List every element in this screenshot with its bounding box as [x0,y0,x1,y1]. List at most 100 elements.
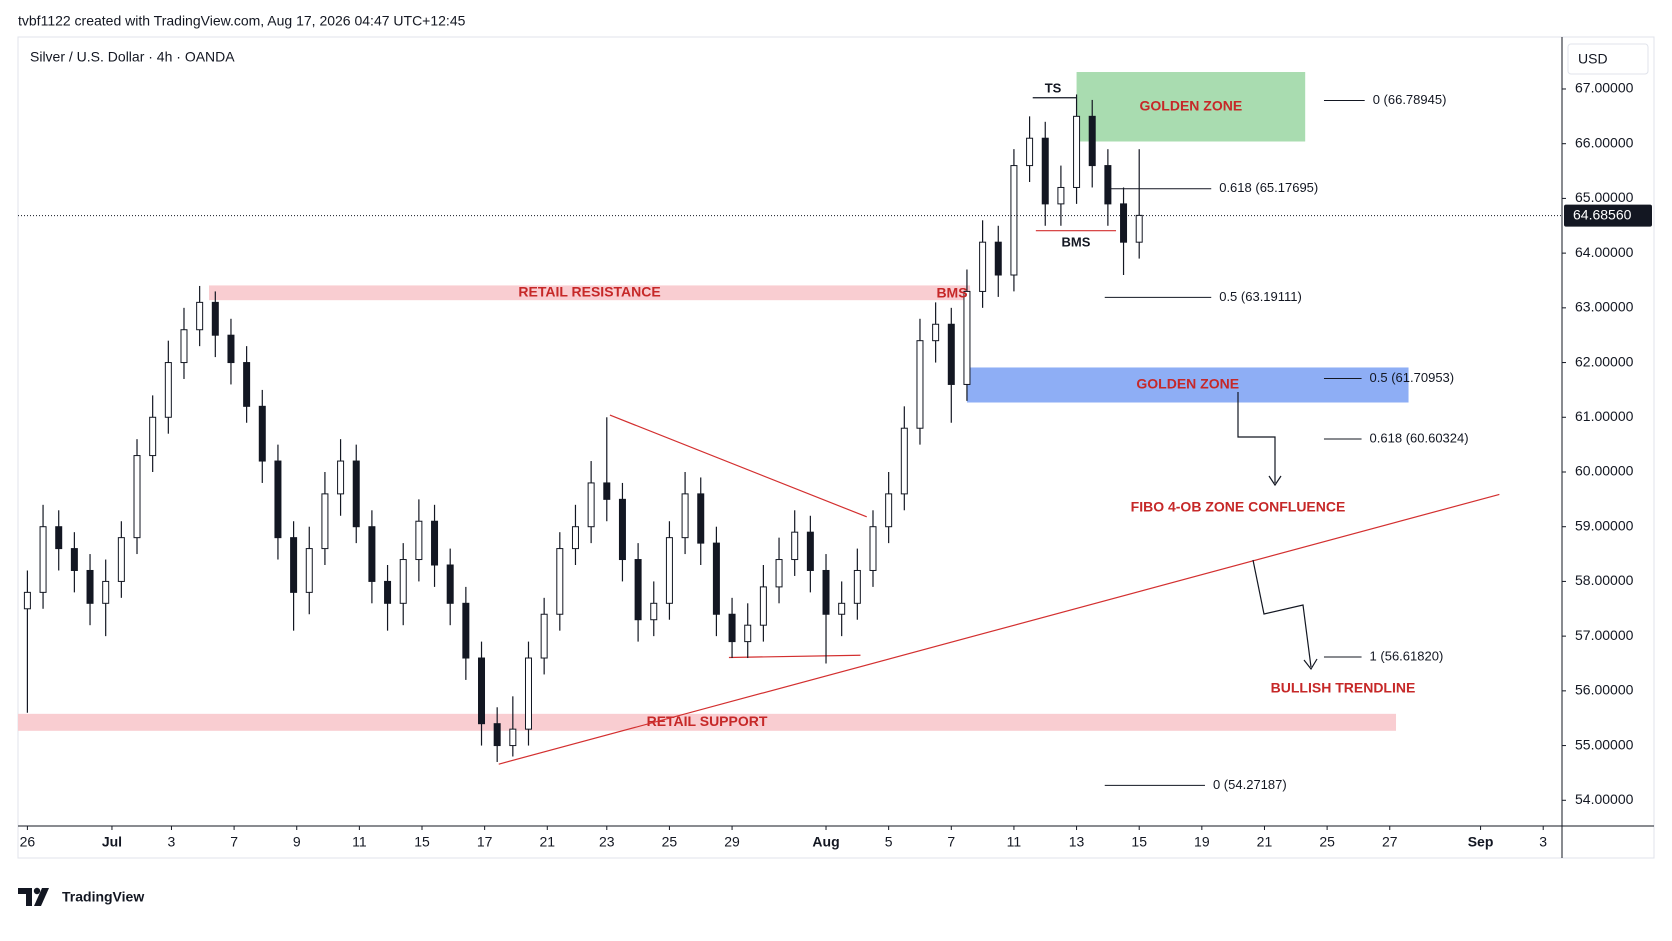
candle-body [650,602,658,621]
candle-body [979,241,987,292]
annotation: BMS [1062,234,1091,249]
x-tick-label: 21 [539,834,555,850]
fib-label: 0.618 (65.17695) [1219,180,1318,195]
candle-body [368,526,376,582]
candle-body [994,241,1002,276]
candle-body [321,493,329,550]
arrow-head [1303,658,1318,671]
candle-body [478,657,486,725]
candle-body [1073,115,1081,188]
candle-body [744,624,752,643]
brand: TradingView [62,889,144,905]
candle-body [462,602,470,659]
x-tick-label: 5 [885,834,893,850]
frame [17,36,1655,859]
annotation: TS [1045,80,1062,95]
zone [18,713,1397,731]
candle-body [524,657,532,730]
x-tick-label: 23 [599,834,615,850]
candle-body [117,537,125,582]
zone-label: GOLDEN ZONE [1140,97,1243,113]
candle-body [697,493,705,544]
candle-body [1010,165,1018,276]
candle-body [290,537,298,593]
chart-title: Silver / U.S. Dollar · 4h · OANDA [30,49,235,65]
candle-body [415,520,423,561]
x-tick-label: Aug [812,834,839,850]
arrow [1252,559,1312,668]
x-tick-label: 25 [662,834,678,850]
drawn-line [609,414,867,518]
candle-body [102,580,110,604]
candle-body [446,564,454,604]
candle-body [1041,137,1049,205]
candle-body [384,580,392,604]
candle-body [1088,115,1096,167]
candle-body [603,482,611,500]
candle-body [681,493,689,539]
candle-body [665,537,673,604]
candle-body [493,723,501,747]
x-tick-label: 17 [477,834,493,850]
candle-body [55,526,63,550]
fib-label: 0 (66.78945) [1373,92,1447,107]
candle-body [806,531,814,571]
currency[interactable]: USD [1578,51,1608,67]
candle-body [337,460,345,495]
y-tick-label: 58.00000 [1575,572,1634,588]
attribution: tvbf1122 created with TradingView.com, A… [18,13,466,29]
candle-body [133,455,141,539]
y-tick-label: 55.00000 [1575,736,1634,752]
candle-body [618,498,626,561]
drawn-line [728,654,861,659]
candle-body [728,613,736,643]
y-tick-label: 57.00000 [1575,627,1634,643]
candle-body [587,482,595,528]
candle-body [900,427,908,495]
y-tick-label: 60.00000 [1575,463,1634,479]
candle-body [571,526,579,550]
brand-logo [18,887,49,906]
x-tick-label: 27 [1382,834,1398,850]
x-tick-label: 21 [1257,834,1273,850]
candle-body [1104,165,1112,205]
y-tick-label: 61.00000 [1575,408,1634,424]
candle-body [211,301,219,336]
x-tick-label: 9 [293,834,301,850]
zone [1076,72,1306,142]
candle-body [759,586,767,626]
candle-body [869,526,877,571]
x-tick-label: 11 [1007,834,1022,850]
candle-body [243,362,251,407]
candle-body [274,460,282,539]
x-tick-label: 26 [20,834,36,850]
fib-label: 0.5 (61.70953) [1370,370,1455,385]
currency-box[interactable] [1567,43,1649,75]
fib-label: 0.5 (63.19111) [1219,289,1302,304]
y-tick-label: 56.00000 [1575,682,1634,698]
x-tick-label: 15 [414,834,430,850]
y-tick-label: 65.00000 [1575,189,1634,205]
candle-body [305,548,313,593]
candle-body [258,405,266,462]
y-tick-label: 59.00000 [1575,517,1634,533]
candle-body [963,290,971,385]
arrow [1237,392,1276,483]
x-tick-label: 11 [352,834,367,850]
candle-body [540,613,548,659]
candle-body [399,559,407,604]
y-tick-label: 54.00000 [1575,791,1634,807]
zone [966,367,1409,403]
candle-body [838,602,846,615]
candle-body [23,591,31,610]
x-tick-label: 3 [168,834,176,850]
candle-body [1026,137,1034,167]
candle-body [149,416,157,457]
candle-body [916,340,924,429]
candle-body [791,531,799,561]
x-tick-label: 15 [1131,834,1147,850]
candle-body [932,323,940,342]
x-tick-label: 7 [947,834,955,850]
